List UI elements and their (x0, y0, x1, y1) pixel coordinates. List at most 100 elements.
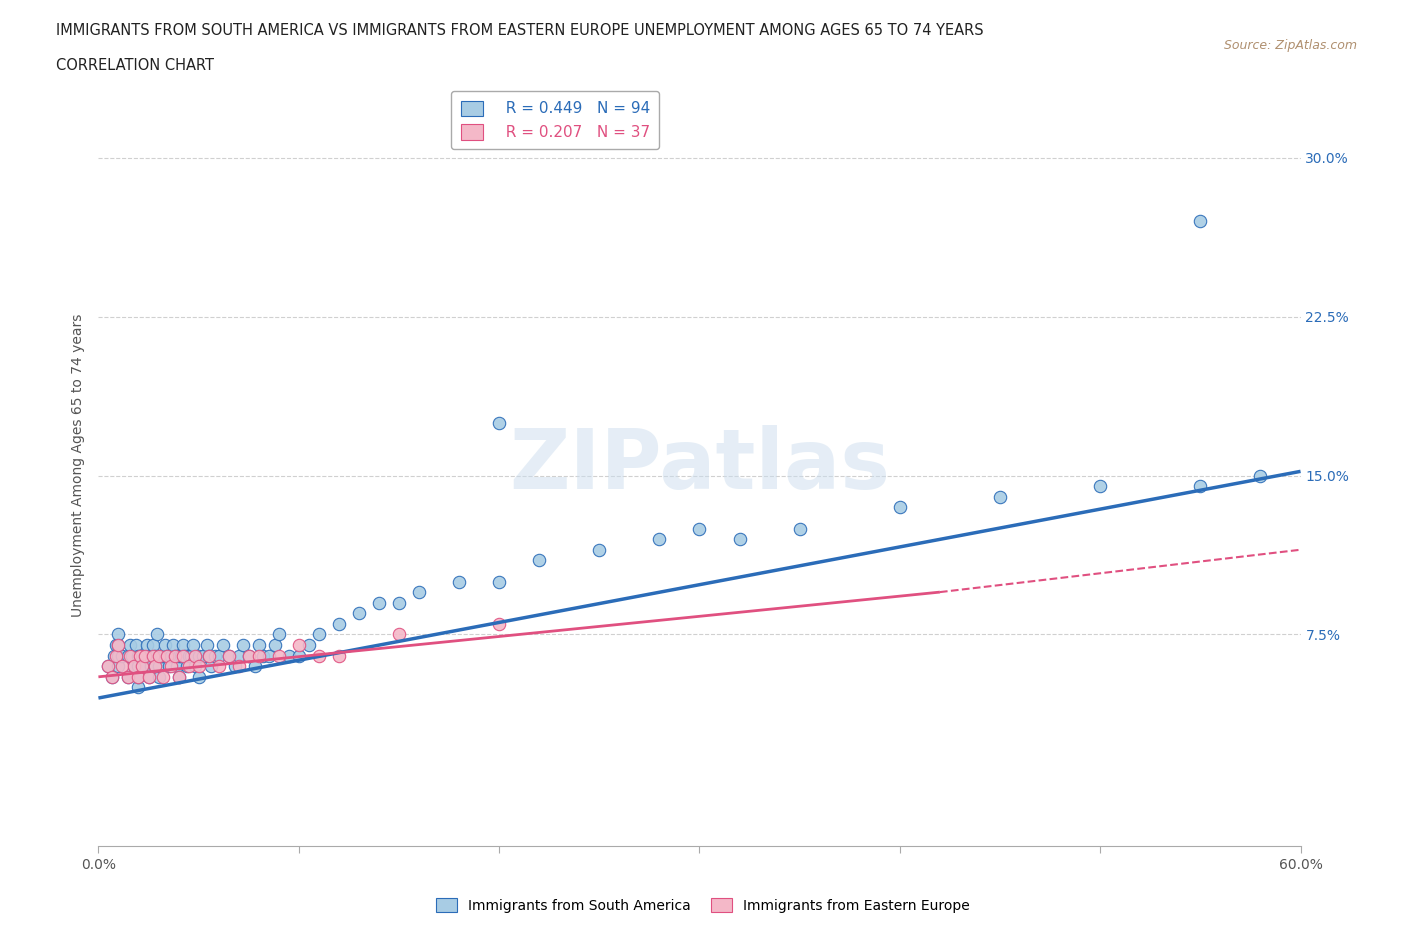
Point (139, 658, 162, 673)
Point (167, 670, 190, 684)
Point (138, 670, 160, 684)
Point (267, 627, 290, 642)
Point (238, 648, 260, 663)
Point (183, 658, 205, 673)
Point (588, 542, 610, 557)
Legend: Immigrants from South America, Immigrants from Eastern Europe: Immigrants from South America, Immigrant… (430, 893, 976, 919)
Point (134, 648, 156, 663)
Point (128, 670, 150, 684)
Point (889, 500, 911, 515)
Point (148, 648, 170, 663)
Point (131, 658, 153, 673)
Point (107, 648, 129, 663)
Point (648, 532, 671, 547)
Point (131, 658, 153, 673)
Point (166, 658, 188, 673)
Point (177, 658, 200, 673)
Point (145, 627, 167, 642)
Point (368, 595, 391, 610)
Point (1088, 479, 1111, 494)
Point (298, 638, 321, 653)
Point (152, 670, 174, 684)
Point (187, 670, 209, 684)
Point (103, 648, 125, 663)
Point (218, 648, 240, 663)
Point (143, 658, 166, 673)
Point (388, 595, 411, 610)
Point (247, 648, 270, 663)
Legend:   R = 0.449   N = 94,   R = 0.207   N = 37: R = 0.449 N = 94, R = 0.207 N = 37 (451, 91, 659, 150)
Point (187, 658, 209, 673)
Point (347, 605, 370, 620)
Point (159, 648, 181, 663)
Point (128, 658, 150, 673)
Point (789, 521, 811, 536)
Point (120, 648, 142, 663)
Point (149, 648, 172, 663)
Point (232, 638, 254, 653)
Point (155, 648, 177, 663)
Point (328, 617, 350, 631)
Point (288, 638, 311, 653)
Point (728, 532, 751, 547)
Point (183, 648, 205, 663)
Point (157, 658, 180, 673)
Point (688, 521, 710, 536)
Point (138, 670, 160, 684)
Point (155, 648, 177, 663)
Point (228, 648, 250, 663)
Point (238, 648, 260, 663)
Point (163, 648, 186, 663)
Point (117, 670, 139, 684)
Point (308, 648, 330, 663)
Point (181, 638, 204, 653)
Point (111, 658, 134, 673)
Point (128, 648, 150, 663)
Y-axis label: Unemployment Among Ages 65 to 74 years: Unemployment Among Ages 65 to 74 years (70, 313, 84, 617)
Point (1189, 214, 1212, 229)
Point (128, 680, 150, 695)
Point (117, 670, 139, 684)
Point (107, 638, 129, 653)
Point (191, 648, 214, 663)
Point (173, 648, 195, 663)
Point (447, 574, 470, 589)
Point (243, 658, 266, 673)
Point (187, 648, 209, 663)
Point (208, 658, 231, 673)
Point (125, 638, 148, 653)
Point (129, 648, 152, 663)
Point (180, 648, 202, 663)
Point (124, 658, 146, 673)
Point (101, 670, 124, 684)
Point (200, 658, 222, 673)
Point (224, 658, 246, 673)
Point (152, 648, 174, 663)
Text: ZIPatlas: ZIPatlas (509, 424, 890, 506)
Point (128, 670, 150, 684)
Text: CORRELATION CHART: CORRELATION CHART (56, 58, 214, 73)
Point (143, 658, 166, 673)
Point (204, 648, 226, 663)
Point (135, 638, 157, 653)
Point (163, 648, 186, 663)
Point (111, 648, 134, 663)
Point (197, 648, 219, 663)
Point (195, 638, 218, 653)
Point (97, 658, 120, 673)
Point (263, 638, 285, 653)
Point (148, 658, 170, 673)
Point (97, 658, 120, 673)
Point (105, 648, 128, 663)
Point (197, 648, 219, 663)
Point (252, 648, 274, 663)
Point (169, 648, 191, 663)
Point (121, 648, 143, 663)
Point (167, 648, 190, 663)
Text: IMMIGRANTS FROM SOUTH AMERICA VS IMMIGRANTS FROM EASTERN EUROPE UNEMPLOYMENT AMO: IMMIGRANTS FROM SOUTH AMERICA VS IMMIGRA… (56, 23, 984, 38)
Text: Source: ZipAtlas.com: Source: ZipAtlas.com (1223, 39, 1357, 52)
Point (208, 648, 231, 663)
Point (211, 638, 233, 653)
Point (488, 617, 510, 631)
Point (218, 648, 240, 663)
